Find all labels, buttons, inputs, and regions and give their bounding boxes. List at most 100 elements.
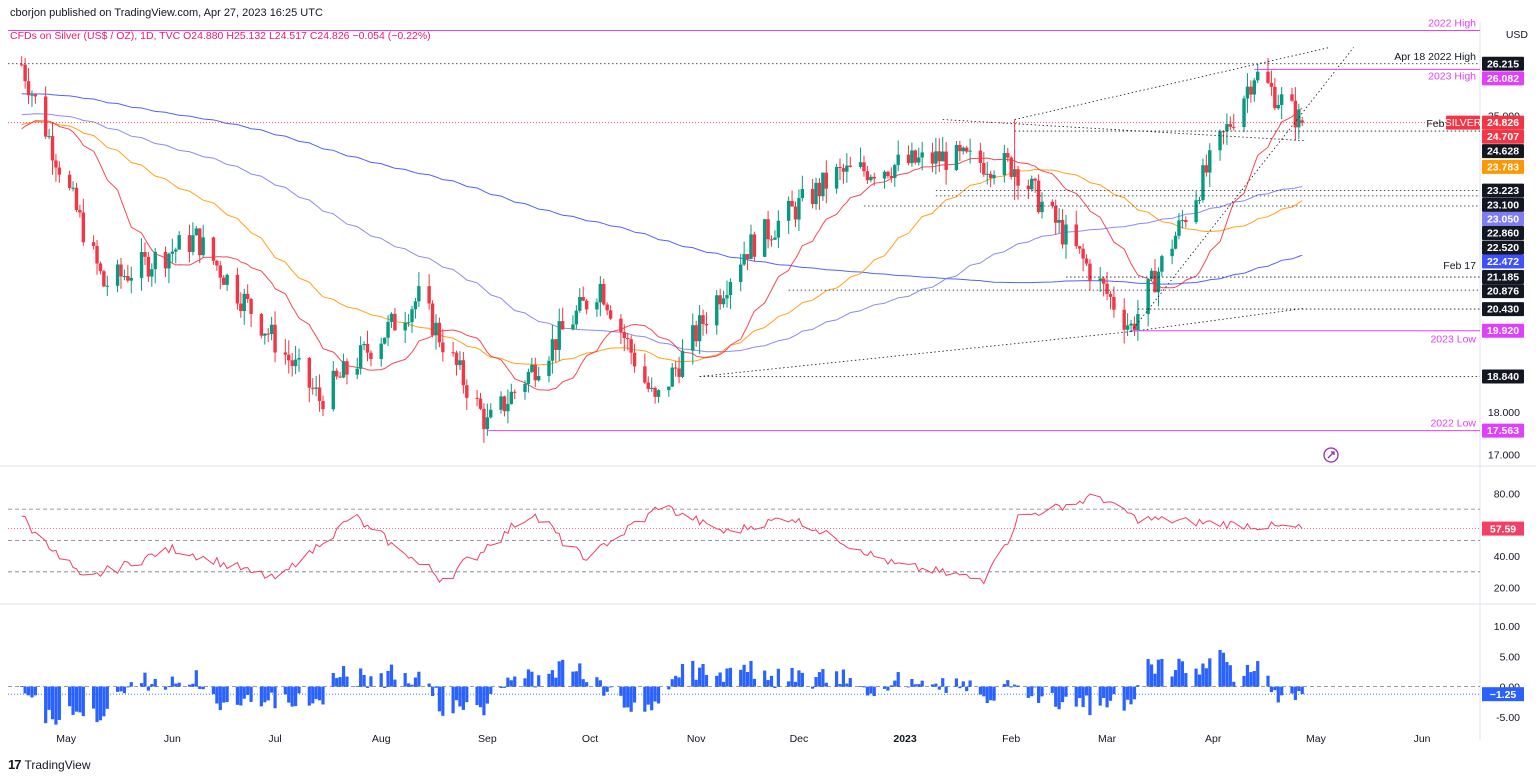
candle-body bbox=[489, 409, 493, 418]
macd-bar bbox=[263, 686, 267, 703]
candle-body bbox=[934, 151, 938, 164]
macd-bar bbox=[598, 680, 602, 687]
tradingview-logo[interactable]: 17 TradingView bbox=[8, 757, 91, 772]
macd-bar bbox=[98, 686, 103, 721]
price-axis-label bbox=[1482, 115, 1524, 130]
macd-bar bbox=[437, 686, 442, 712]
macd-bar bbox=[30, 686, 34, 698]
macd-bar bbox=[1170, 676, 1174, 687]
candle-body bbox=[1060, 219, 1065, 245]
candle-body bbox=[239, 303, 243, 312]
candle-body bbox=[283, 352, 288, 355]
candle-body bbox=[557, 321, 561, 350]
candle-body bbox=[451, 352, 455, 354]
macd-bar bbox=[602, 686, 606, 696]
macd-bar bbox=[1201, 663, 1205, 687]
candle-body bbox=[1146, 279, 1150, 315]
candle-body bbox=[910, 150, 914, 164]
candle-body bbox=[841, 168, 846, 172]
macd-bar bbox=[554, 677, 558, 687]
macd-bar bbox=[119, 686, 123, 692]
close-value: C24.826 bbox=[309, 30, 350, 42]
macd-bar bbox=[1194, 668, 1198, 687]
candle-body bbox=[656, 390, 661, 397]
candle-body bbox=[595, 302, 599, 310]
candle-body bbox=[198, 228, 202, 256]
candle-body bbox=[287, 354, 291, 361]
open-value: O24.880 bbox=[183, 30, 224, 42]
macd-bar bbox=[115, 686, 120, 692]
macd-bar bbox=[958, 686, 962, 689]
candle-body bbox=[653, 387, 657, 397]
macd-bar bbox=[1084, 686, 1089, 696]
candle-body bbox=[122, 276, 127, 278]
macd-bar bbox=[797, 670, 801, 687]
candle-body bbox=[454, 352, 459, 366]
candle-body bbox=[773, 237, 777, 240]
macd-bar bbox=[1221, 652, 1226, 687]
macd-bar bbox=[434, 686, 438, 688]
candle-body bbox=[222, 277, 226, 285]
price-axis-label bbox=[1482, 302, 1524, 317]
candle-body bbox=[263, 333, 267, 336]
macd-bar bbox=[478, 686, 483, 708]
candle-body bbox=[814, 182, 818, 205]
macd-bar bbox=[259, 686, 263, 707]
candle-body bbox=[810, 189, 815, 205]
alert-icon-ring bbox=[1323, 447, 1339, 463]
trend-line bbox=[699, 331, 1132, 377]
macd-bar bbox=[814, 677, 818, 687]
macd-bar bbox=[670, 679, 674, 687]
macd-bar bbox=[1088, 686, 1092, 716]
time-tick-label: May bbox=[1306, 733, 1327, 745]
macd-bar bbox=[937, 686, 941, 690]
candle-body bbox=[817, 182, 822, 197]
macd-bar bbox=[749, 660, 753, 687]
candle-body bbox=[872, 176, 876, 179]
publish-info: cborjon published on TradingView.com, Ap… bbox=[10, 7, 323, 19]
candle-body bbox=[1105, 283, 1109, 294]
macd-bar bbox=[646, 686, 650, 705]
candle-body bbox=[437, 322, 442, 343]
candle-body bbox=[893, 165, 897, 178]
candle-body bbox=[622, 332, 626, 339]
macd-bar bbox=[1173, 670, 1178, 687]
macd-bar bbox=[557, 661, 561, 687]
macd-bar bbox=[656, 686, 661, 704]
price-axis-label bbox=[1482, 197, 1524, 212]
candle-body bbox=[30, 94, 34, 96]
macd-bar bbox=[1126, 686, 1130, 700]
macd-bar bbox=[338, 677, 342, 687]
candle-body bbox=[838, 166, 842, 169]
time-tick-label: Dec bbox=[790, 733, 809, 745]
macd-bar bbox=[523, 678, 527, 687]
macd-bar bbox=[1132, 686, 1137, 700]
candle-body bbox=[643, 366, 647, 383]
candle-body bbox=[1160, 256, 1164, 272]
macd-bar bbox=[766, 680, 770, 687]
candle-body bbox=[81, 212, 86, 243]
candle-body bbox=[930, 152, 935, 164]
candle-body bbox=[941, 151, 945, 162]
macd-bar bbox=[694, 679, 698, 687]
macd-bar bbox=[122, 686, 127, 694]
macd-bar bbox=[978, 686, 982, 695]
candle-body bbox=[119, 264, 123, 277]
candle-body bbox=[458, 360, 462, 366]
macd-bar bbox=[54, 686, 58, 725]
candle-body bbox=[1273, 86, 1277, 109]
macd-bar bbox=[509, 680, 513, 687]
price-axis-label-text: 23.783 bbox=[1487, 161, 1519, 173]
macd-bar bbox=[502, 686, 507, 688]
candle-body bbox=[1279, 94, 1284, 105]
price-axis-label-text: 22.520 bbox=[1487, 242, 1519, 254]
candle-body bbox=[834, 166, 839, 189]
time-tick-label: Aug bbox=[372, 733, 391, 745]
candle-body bbox=[1074, 224, 1078, 247]
candle-body bbox=[728, 281, 733, 296]
macd-bar bbox=[530, 671, 534, 687]
low-value: L24.517 bbox=[268, 30, 307, 42]
candle-body bbox=[242, 293, 246, 312]
macd-bar bbox=[201, 686, 205, 690]
